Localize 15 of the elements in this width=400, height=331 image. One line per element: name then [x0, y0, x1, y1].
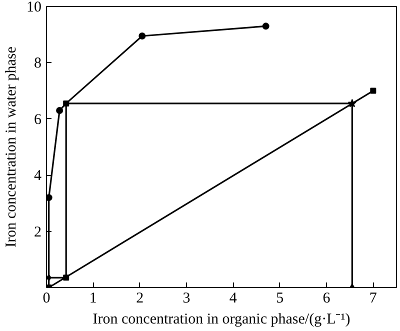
y-tick-label: 6 — [34, 112, 42, 128]
y-tick-label: 4 — [34, 168, 42, 184]
y-axis-title: Iron concentration in water phase — [4, 46, 20, 248]
x-tick-label: 2 — [136, 290, 144, 306]
x-tick-label: 5 — [276, 290, 284, 306]
x-axis-title: Iron concentration in organic phase/(g·L⁻¹) — [92, 312, 350, 328]
x-tick-label: 7 — [369, 290, 378, 306]
x-tick-label: 0 — [42, 290, 50, 306]
x-tick-label: 1 — [89, 290, 97, 306]
y-tick-label: 10 — [26, 0, 42, 16]
y-tick-label: 2 — [34, 224, 42, 240]
x-tick-label: 6 — [322, 290, 331, 306]
x-tick-label: 4 — [229, 290, 238, 306]
x-tick-label: 3 — [182, 290, 190, 306]
y-tick-label: 8 — [34, 56, 42, 72]
